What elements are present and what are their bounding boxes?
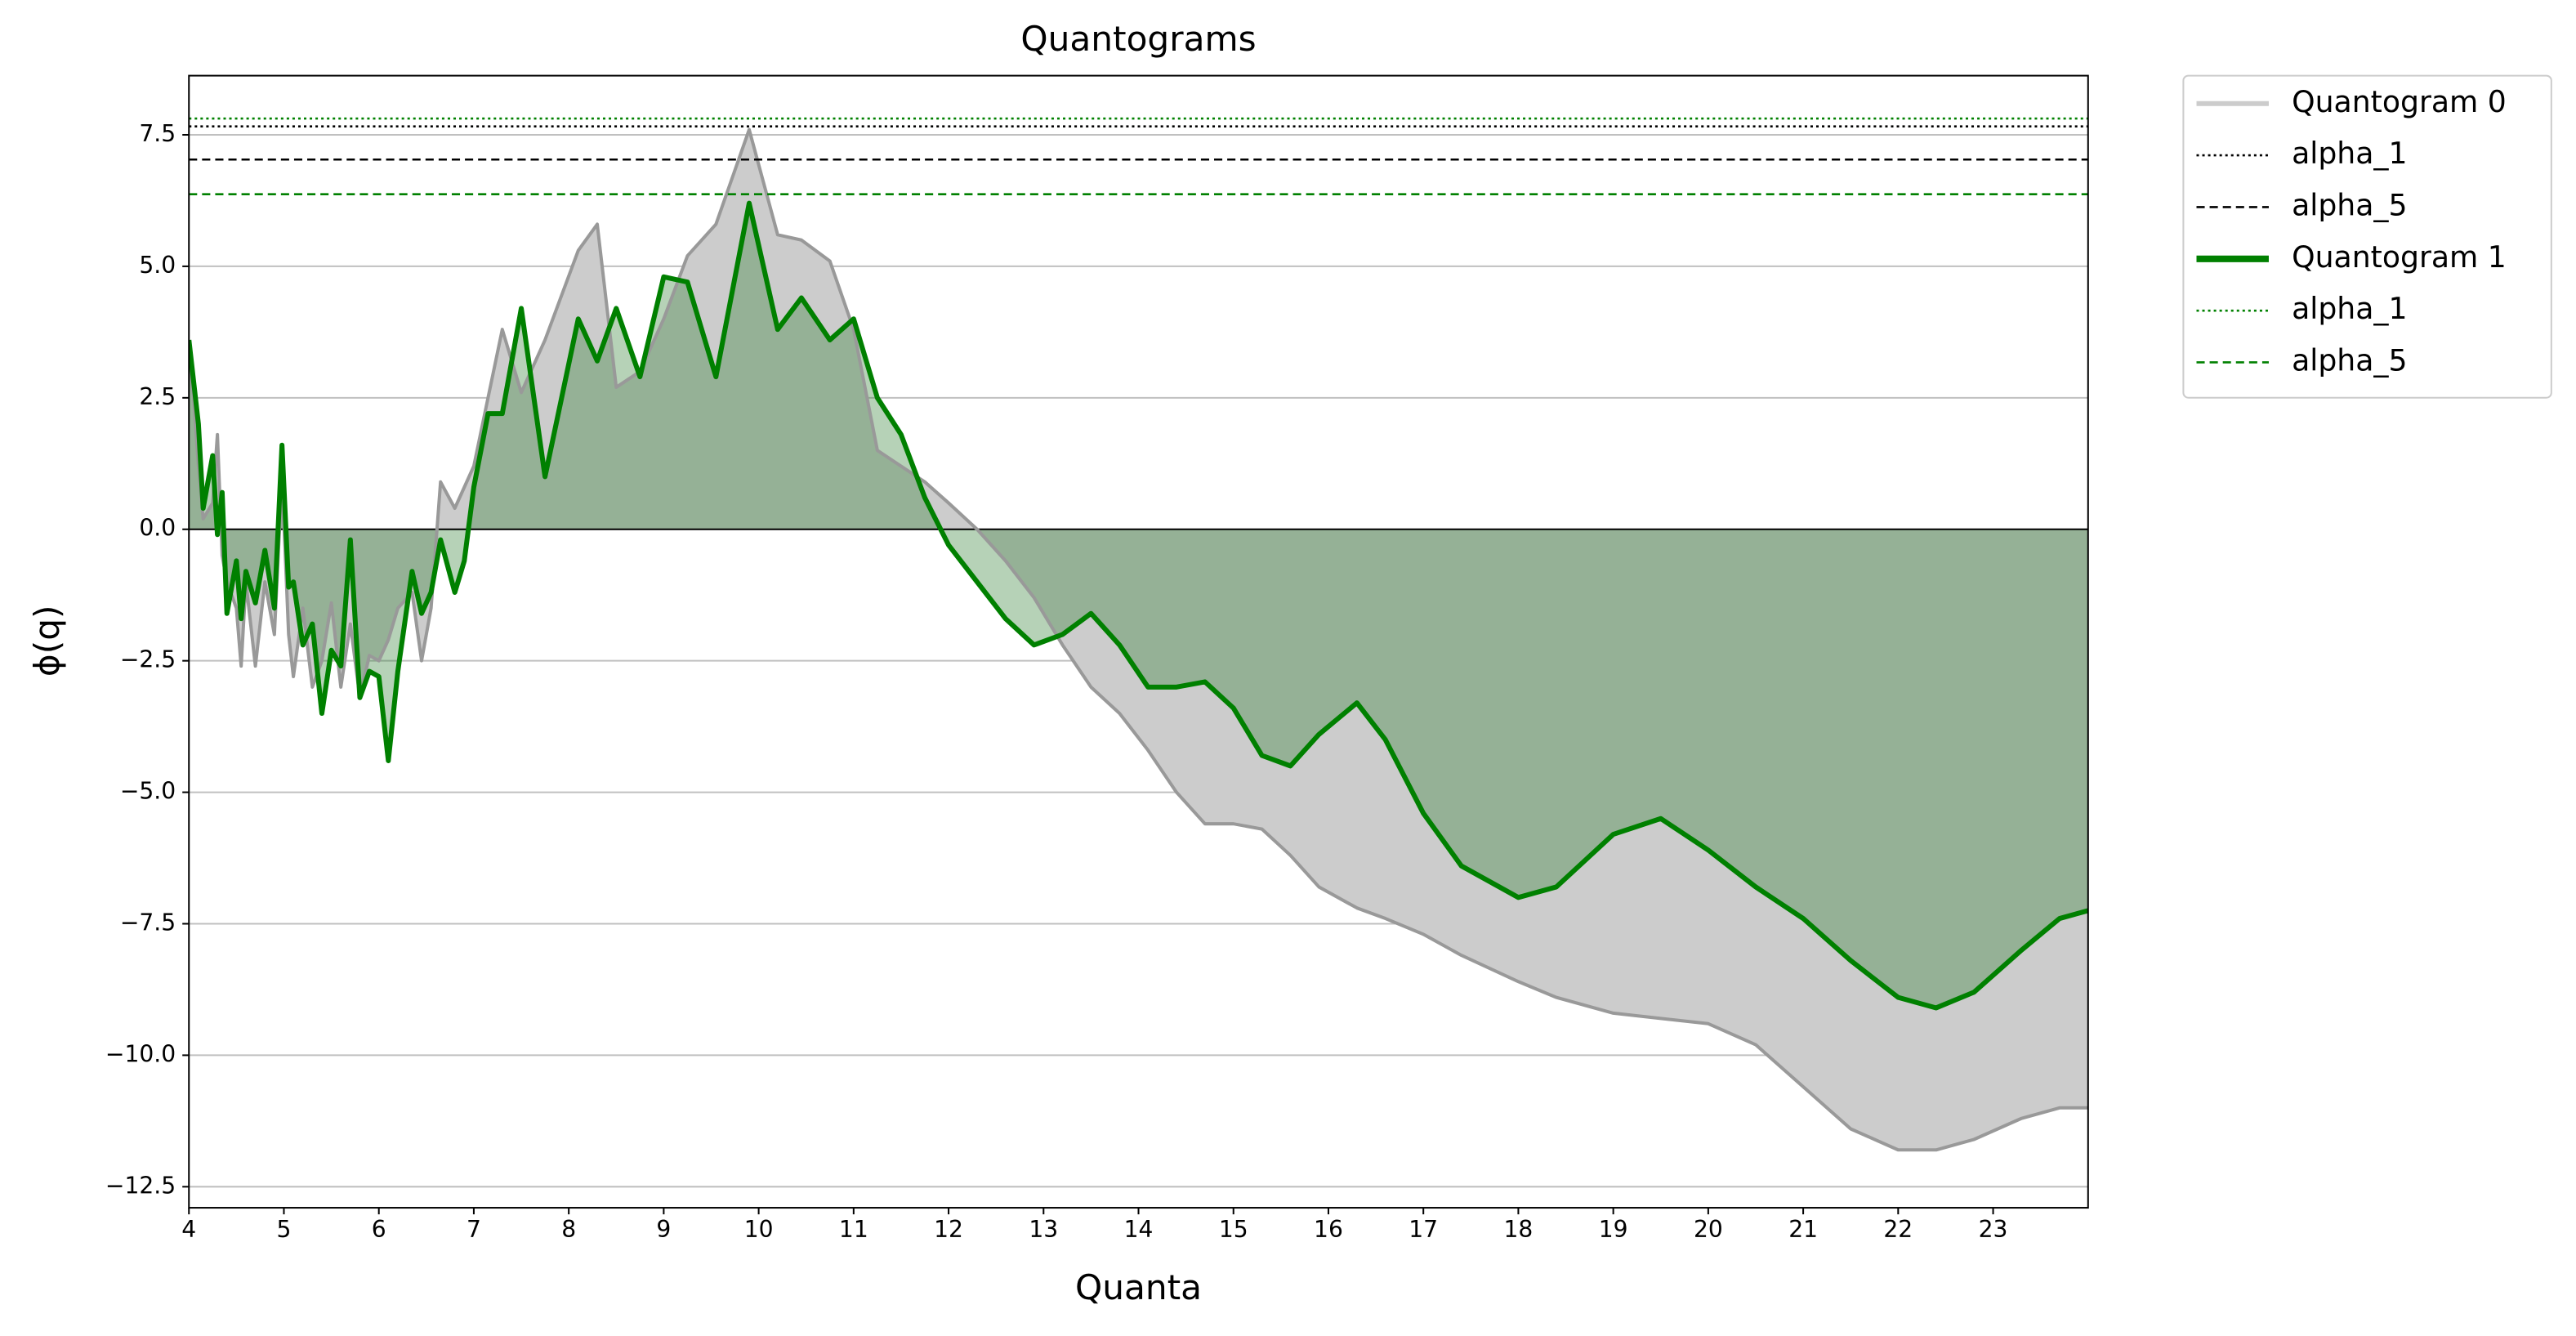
x-tick-label: 7	[467, 1216, 481, 1243]
legend-label: Quantogram 1	[2292, 239, 2507, 275]
x-tick-label: 23	[1979, 1216, 2008, 1243]
x-tick-label: 6	[372, 1216, 386, 1243]
legend-label: alpha_5	[2292, 187, 2407, 222]
y-tick-label: −7.5	[120, 909, 176, 936]
x-tick-label: 13	[1029, 1216, 1058, 1243]
x-tick-label: 22	[1883, 1216, 1913, 1243]
legend-label: Quantogram 0	[2292, 84, 2507, 119]
x-axis-label: Quanta	[1075, 1267, 1202, 1307]
x-tick-label: 8	[561, 1216, 576, 1243]
y-tick-label: −2.5	[120, 646, 176, 673]
x-tick-label: 16	[1314, 1216, 1343, 1243]
plot-area	[189, 117, 2088, 1152]
x-tick-label: 18	[1504, 1216, 1534, 1243]
y-tick-label: −5.0	[120, 778, 176, 805]
x-tick-label: 5	[277, 1216, 292, 1243]
y-tick-label: −10.0	[105, 1040, 176, 1067]
x-tick-label: 11	[839, 1216, 868, 1243]
legend-label: alpha_1	[2292, 291, 2407, 326]
legend-label: alpha_1	[2292, 136, 2407, 171]
y-axis-label: ϕ(q)	[27, 605, 67, 677]
area-fill	[189, 129, 2088, 1151]
x-tick-label: 10	[744, 1216, 774, 1243]
y-tick-label: 0.0	[139, 515, 176, 542]
x-tick-label: 9	[656, 1216, 671, 1243]
y-tick-label: 2.5	[139, 383, 176, 410]
y-tick-label: 7.5	[139, 120, 176, 147]
x-tick-label: 19	[1599, 1216, 1628, 1243]
plot-frame	[188, 74, 2089, 1209]
x-tick-label: 4	[181, 1216, 196, 1243]
x-tick-label: 21	[1788, 1216, 1818, 1243]
x-tick-label: 17	[1409, 1216, 1438, 1243]
legend-label: alpha_5	[2292, 342, 2407, 378]
x-tick-label: 14	[1124, 1216, 1154, 1243]
y-tick-label: −12.5	[105, 1172, 176, 1199]
legend-box	[2182, 74, 2552, 399]
y-tick-label: 5.0	[139, 252, 176, 279]
chart-title: Quantograms	[1020, 19, 1256, 59]
x-tick-label: 15	[1219, 1216, 1248, 1243]
line	[189, 200, 2088, 1011]
area-fill	[189, 203, 2088, 1008]
x-tick-label: 12	[934, 1216, 963, 1243]
x-tick-label: 20	[1694, 1216, 1723, 1243]
